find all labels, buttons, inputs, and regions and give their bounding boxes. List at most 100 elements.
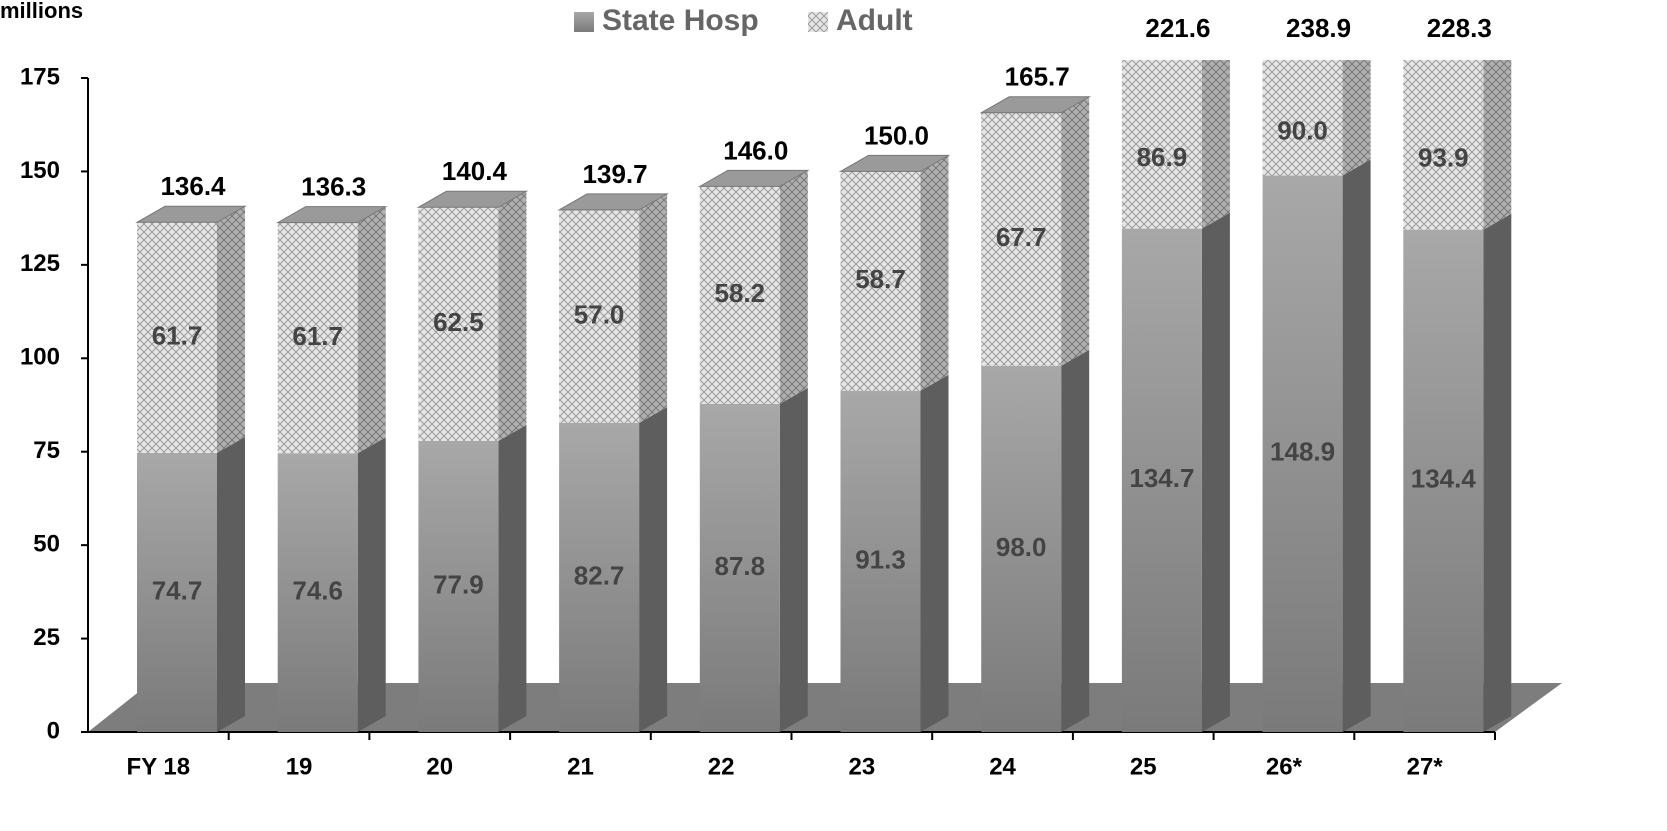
value-label: 86.9 — [1137, 142, 1188, 172]
bar-side — [217, 206, 245, 453]
bar-side — [779, 170, 808, 404]
bar-segment — [1262, 60, 1343, 176]
bar-side — [1483, 60, 1512, 230]
bar-side — [1342, 60, 1371, 176]
bar-segment — [981, 365, 1062, 732]
y-tick-label: 0 — [47, 717, 60, 744]
bar-side — [920, 155, 949, 391]
bar-segment — [1262, 175, 1343, 732]
bar-side — [1201, 212, 1230, 732]
y-tick-label: 125 — [20, 250, 60, 277]
bar-side — [639, 406, 668, 732]
bars — [135, 60, 1512, 732]
x-tick-label: 24 — [989, 753, 1016, 780]
total-label: 238.9 — [1286, 13, 1351, 43]
value-label: 77.9 — [433, 569, 484, 599]
y-tick-label: 75 — [33, 437, 60, 464]
bar-side — [1483, 213, 1512, 732]
x-tick-label: 25 — [1130, 753, 1157, 780]
legend-label: State Hosp — [602, 4, 759, 37]
legend-label: Adult — [836, 4, 913, 37]
bar-segment — [137, 222, 217, 453]
bar-side — [639, 193, 668, 423]
total-label: 221.6 — [1145, 13, 1210, 43]
y-axis-label: millions — [0, 0, 83, 23]
bar-side — [498, 191, 527, 441]
value-label: 134.7 — [1129, 463, 1194, 493]
x-tick-label: 26* — [1266, 753, 1303, 780]
bar-top — [557, 193, 669, 211]
value-label: 90.0 — [1277, 116, 1328, 146]
bar-side — [217, 436, 245, 732]
y-tick-label: 50 — [33, 530, 60, 557]
value-label: 67.7 — [996, 222, 1047, 252]
bar-side — [357, 206, 386, 454]
x-tick-label: 21 — [567, 753, 594, 780]
bar-side — [1061, 349, 1090, 732]
total-label: 140.4 — [442, 156, 508, 186]
bar-segment — [137, 452, 217, 732]
bar-side — [1061, 96, 1090, 366]
value-label: 58.7 — [855, 264, 906, 294]
bar-side — [357, 437, 386, 732]
bar-segment — [1121, 60, 1202, 229]
bar-segment — [418, 440, 499, 732]
bar-segment — [559, 209, 640, 423]
bar-segment — [699, 186, 780, 404]
value-label: 87.8 — [714, 551, 765, 581]
total-label: 136.3 — [301, 172, 366, 202]
bar-side — [1342, 159, 1371, 732]
x-tick-label: 20 — [426, 753, 453, 780]
total-label: 228.3 — [1427, 13, 1492, 43]
bar-side — [920, 374, 949, 732]
bar-segment — [981, 112, 1062, 366]
bar-top — [838, 154, 951, 172]
total-label: 150.0 — [864, 120, 929, 150]
value-label: 61.7 — [292, 321, 343, 351]
bar-segment — [699, 403, 780, 732]
bar-top — [135, 205, 247, 223]
value-label: 61.7 — [152, 320, 203, 350]
bar-segment — [840, 390, 921, 732]
x-tick-label: 22 — [708, 753, 735, 780]
y-tick-label: 150 — [20, 157, 60, 184]
total-label: 136.4 — [160, 171, 226, 201]
bar-segment — [1121, 228, 1202, 732]
y-tick-label: 175 — [20, 63, 60, 90]
bar-top — [416, 190, 529, 208]
value-label: 82.7 — [574, 560, 625, 590]
bar-segment — [277, 453, 358, 732]
total-label: 139.7 — [583, 159, 648, 189]
x-tick-label: 23 — [848, 753, 875, 780]
bar-top — [979, 96, 1092, 114]
bar-side — [498, 424, 527, 732]
bar-segment — [559, 422, 640, 732]
legend-swatch — [808, 12, 828, 32]
value-label: 134.4 — [1411, 464, 1477, 494]
value-label: 58.2 — [714, 278, 765, 308]
bar-side — [779, 387, 808, 732]
value-label: 74.7 — [152, 575, 203, 605]
bar-segment — [1403, 229, 1484, 732]
bar-segment — [1403, 60, 1484, 230]
value-label: 57.0 — [574, 299, 625, 329]
y-tick-label: 100 — [20, 344, 60, 371]
bar-top — [697, 169, 810, 187]
x-tick-label: 27* — [1407, 753, 1444, 780]
bar-segment — [840, 171, 921, 391]
x-tick-label: 19 — [286, 753, 313, 780]
legend-swatch — [574, 12, 594, 32]
total-label: 165.7 — [1005, 62, 1070, 92]
bar-segment — [277, 222, 358, 454]
value-label: 98.0 — [996, 532, 1047, 562]
bar-segment — [418, 207, 499, 441]
value-label: 62.5 — [433, 307, 484, 337]
y-tick-label: 25 — [33, 624, 60, 651]
value-label: 148.9 — [1270, 437, 1335, 467]
value-label: 93.9 — [1418, 143, 1469, 173]
x-tick-label: FY 18 — [127, 753, 191, 780]
bar-top — [275, 206, 388, 224]
bar-side — [1201, 60, 1230, 229]
